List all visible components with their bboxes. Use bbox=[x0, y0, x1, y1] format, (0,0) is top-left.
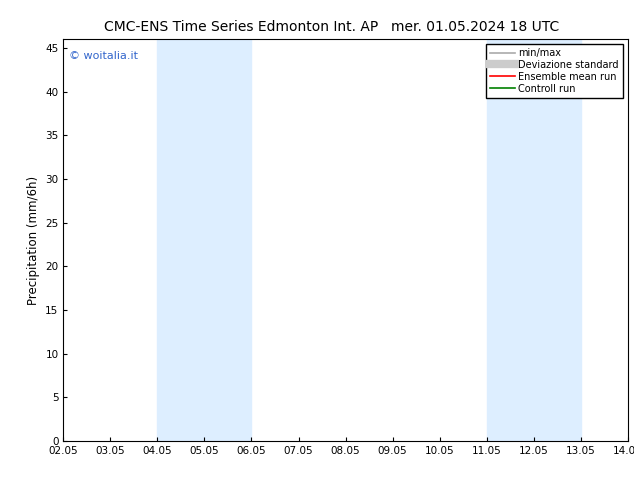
Y-axis label: Precipitation (mm/6h): Precipitation (mm/6h) bbox=[27, 175, 40, 305]
Text: © woitalia.it: © woitalia.it bbox=[69, 51, 138, 61]
Text: mer. 01.05.2024 18 UTC: mer. 01.05.2024 18 UTC bbox=[391, 20, 560, 34]
Bar bbox=[486, 39, 581, 441]
Bar bbox=[157, 39, 252, 441]
Text: CMC-ENS Time Series Edmonton Int. AP: CMC-ENS Time Series Edmonton Int. AP bbox=[104, 20, 378, 34]
Legend: min/max, Deviazione standard, Ensemble mean run, Controll run: min/max, Deviazione standard, Ensemble m… bbox=[486, 44, 623, 98]
